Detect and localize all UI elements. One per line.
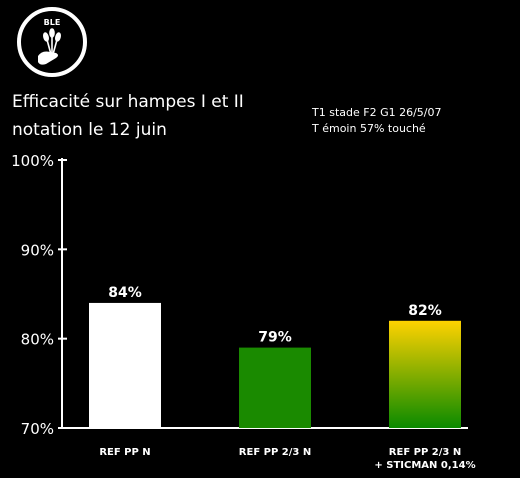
x-tick-label: REF PP N	[99, 447, 151, 458]
bar	[239, 347, 311, 428]
y-tick-label: 80%	[21, 331, 54, 349]
chart-title-line-2: notation le 12 juin	[12, 120, 167, 140]
logo-text: BLE	[44, 18, 61, 27]
y-tick-label: 100%	[11, 152, 54, 170]
chart-title-line-1: Efficacité sur hampes I et II	[12, 92, 244, 112]
data-label: 79%	[258, 330, 292, 346]
x-tick-label: REF PP 2/3 N	[238, 447, 312, 458]
ble-logo: BLE	[17, 7, 87, 77]
y-tick-label: 70%	[21, 420, 54, 438]
data-label: 82%	[408, 303, 442, 319]
bar	[389, 320, 461, 428]
note-control: T émoin 57% touché	[312, 122, 426, 135]
x-tick-label: REF PP 2/3 N + STICMAN 0,14%	[374, 447, 476, 471]
note-treatment: T1 stade F2 G1 26/5/07	[312, 106, 442, 119]
wheat-icon	[38, 28, 61, 65]
y-tick-label: 90%	[21, 241, 54, 259]
data-label: 84%	[108, 285, 142, 301]
bar	[89, 302, 161, 428]
